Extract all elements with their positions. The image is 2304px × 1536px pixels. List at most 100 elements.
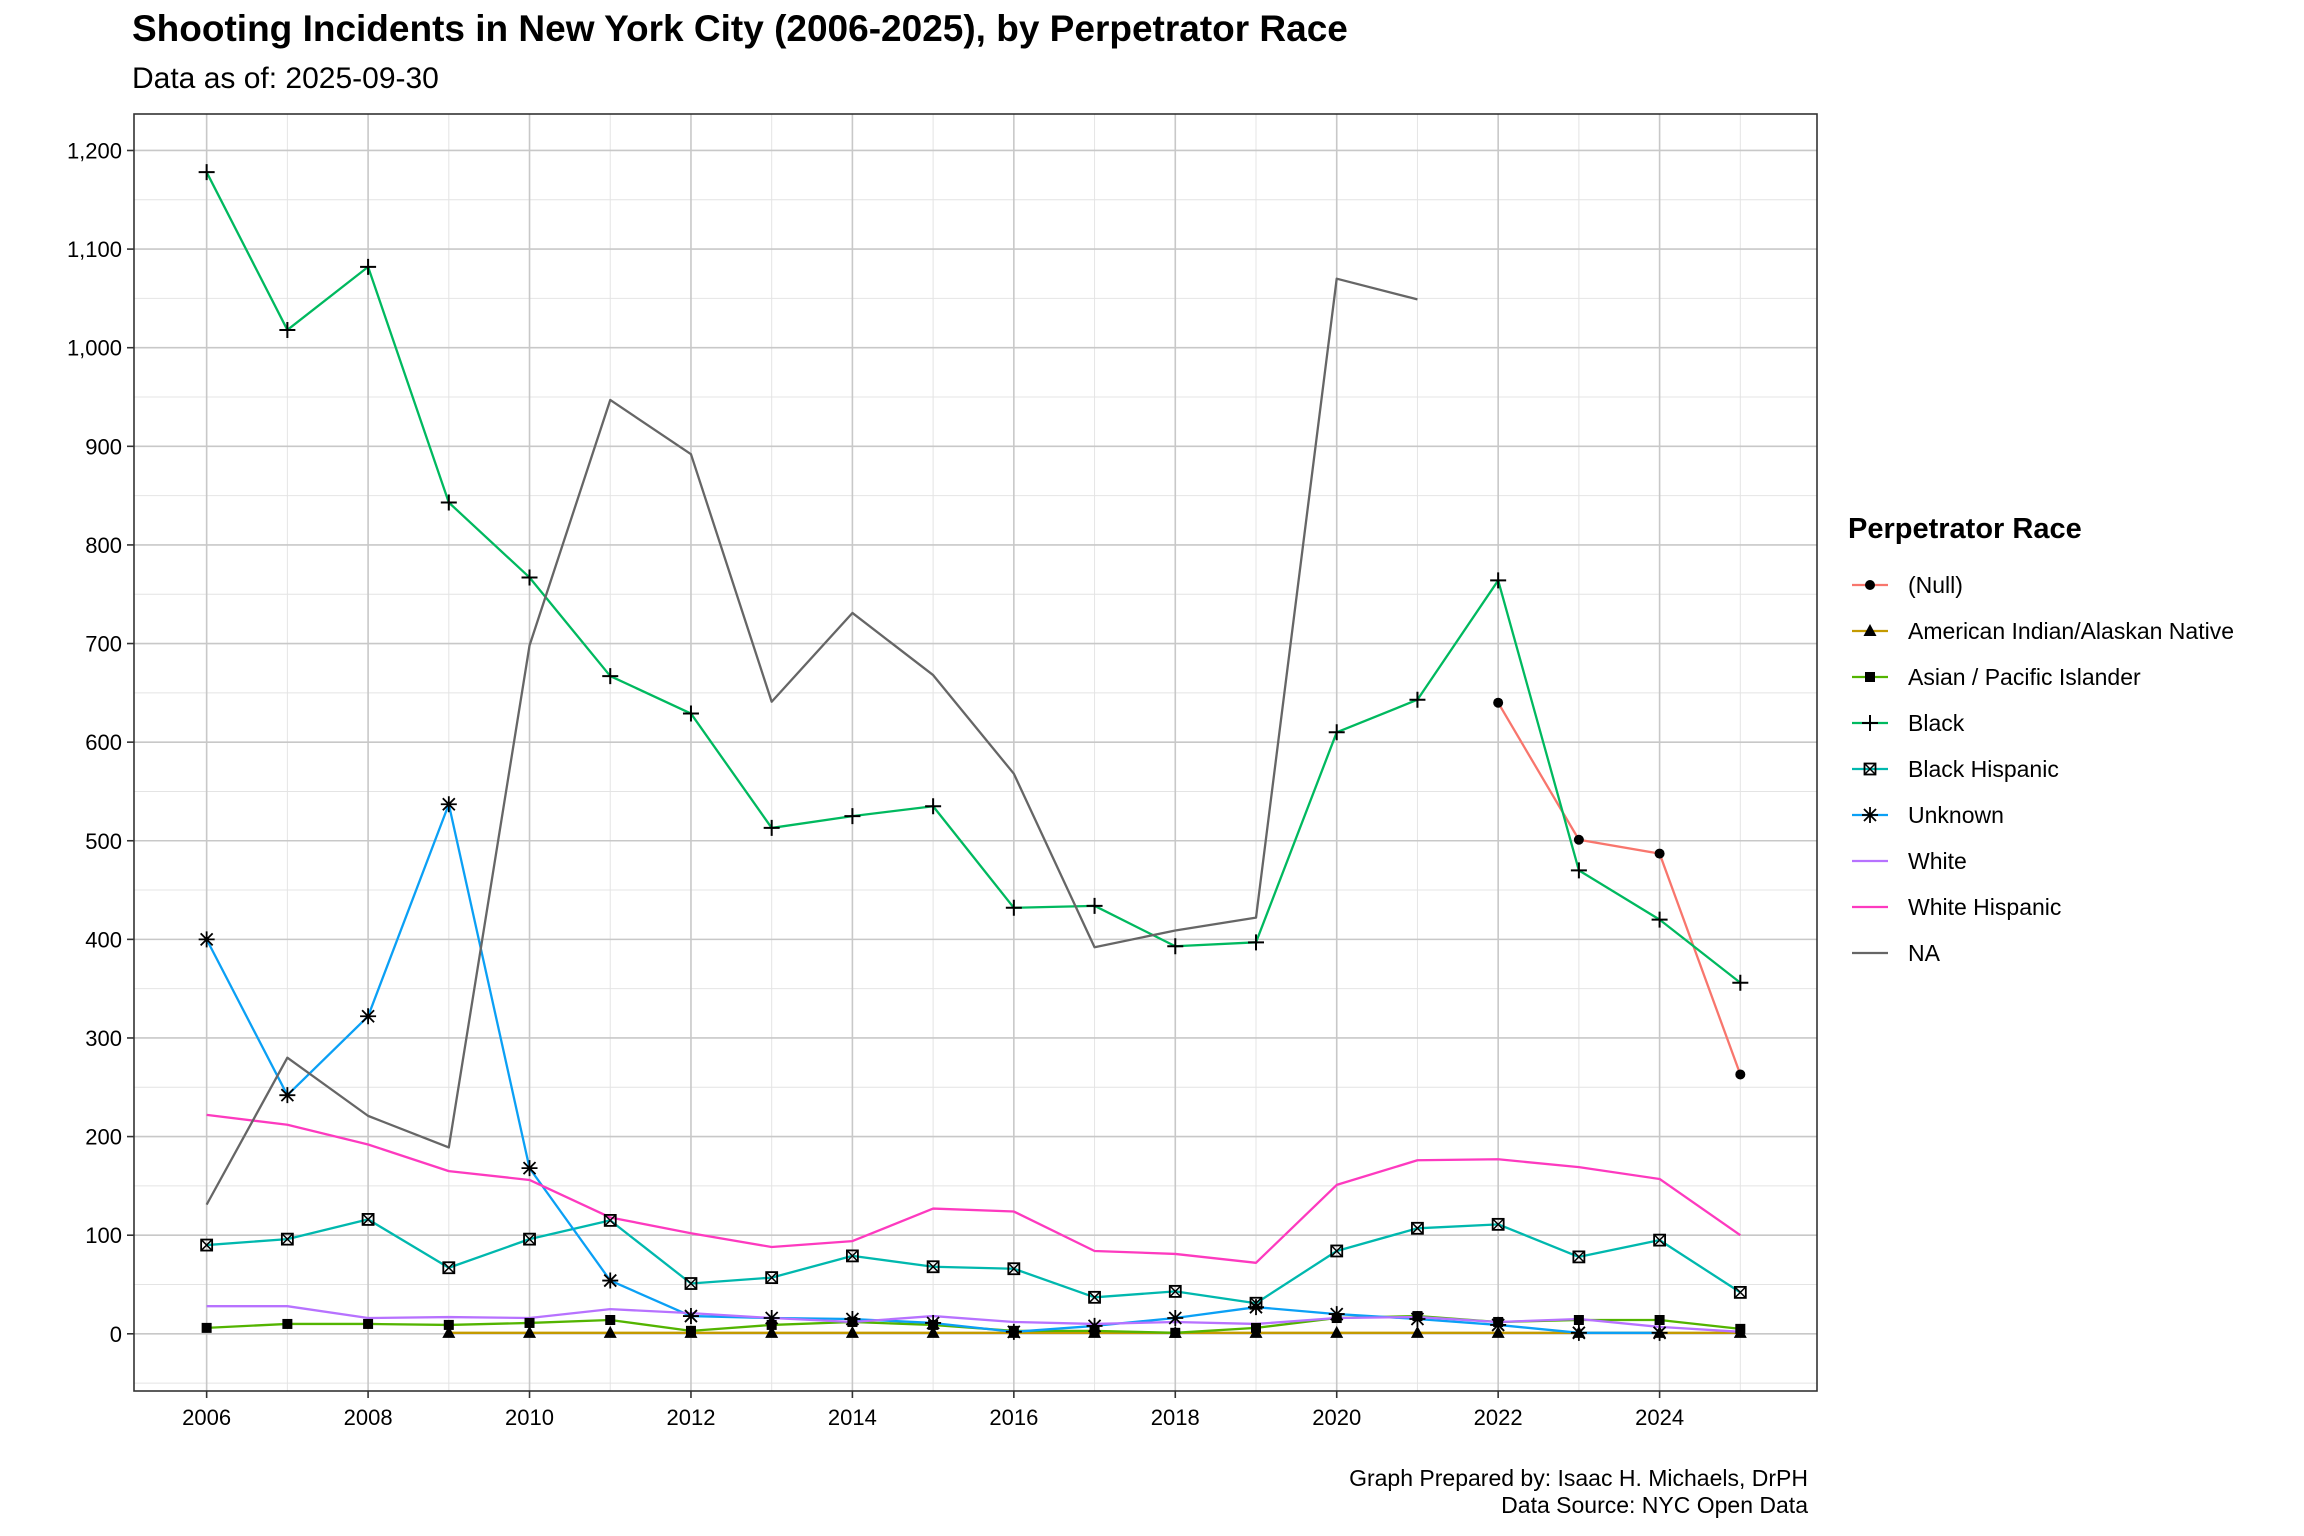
legend-key [1852,905,1888,909]
legend-label: Unknown [1908,801,2004,828]
series-line-black-hispanic [206,1218,1741,1305]
legend-marker [1865,580,1875,590]
data-point-american-indian-alaskan-native [523,1325,537,1338]
legend-item: NA [1848,930,2234,976]
x-tick-label: 2020 [1312,1405,1361,1430]
data-point-unknown [925,1314,942,1331]
data-point-unknown [360,1008,377,1025]
data-point-black-hispanic [926,1260,940,1274]
legend-key [1852,762,1888,776]
data-point-asian-pacific-islander [282,1318,293,1329]
data-point-black [925,798,942,815]
data-point-black-hispanic [765,1271,779,1284]
caption: Graph Prepared by: Isaac H. Michaels, Dr… [1349,1465,1808,1519]
legend-key [1852,580,1888,590]
legend-label: White [1908,847,1967,874]
y-tick-label: 200 [85,1125,122,1150]
chart-title: Shooting Incidents in New York City (200… [132,8,1348,49]
series-markers [198,164,1749,1341]
legend-label: (Null) [1908,571,1963,598]
series-line-white-hispanic [206,1113,1741,1264]
legend-key [1852,624,1888,636]
legend: Perpetrator Race (Null) American Indian/A… [1848,513,2234,976]
data-point-unknown [602,1272,619,1289]
x-tick-label: 2016 [989,1405,1038,1430]
data-point-black [521,569,538,586]
series-lines [205,171,1742,1334]
data-point-black-hispanic [280,1232,294,1246]
legend-label: Black [1908,709,1965,736]
data-point-unknown [1328,1306,1345,1323]
data-point-unknown [1409,1311,1426,1328]
data-point-american-indian-alaskan-native [603,1325,617,1338]
data-point-null [1654,848,1665,859]
y-tick-label: 600 [85,730,122,755]
data-point-unknown [763,1310,780,1327]
data-point-black [1570,862,1587,879]
legend-label: American Indian/Alaskan Native [1908,617,2234,644]
grid-lines [134,114,1817,1391]
legend-item: Unknown [1848,792,2234,838]
data-point-black-hispanic [684,1277,698,1290]
data-point-black [844,808,861,825]
legend-title: Perpetrator Race [1848,513,2082,545]
legend-item: White [1848,838,2234,884]
data-point-black [1248,934,1264,951]
legend-items: (Null) American Indian/Alaskan Native Asia… [1848,562,2234,976]
data-point-asian-pacific-islander [1573,1315,1584,1326]
data-point-black-hispanic [361,1213,375,1226]
data-point-black-hispanic [846,1249,859,1263]
legend-marker [1862,715,1878,731]
data-point-black [198,164,215,181]
data-point-unknown [1490,1316,1507,1333]
data-point-asian-pacific-islander [1735,1323,1746,1334]
legend-item: Asian / Pacific Islander [1848,654,2234,700]
data-point-black-hispanic [1330,1244,1344,1258]
x-tick-label: 2014 [828,1405,877,1430]
data-point-unknown [682,1308,699,1325]
data-point-unknown [1167,1310,1184,1327]
x-tick-label: 2008 [344,1405,393,1430]
data-point-black [1409,691,1426,708]
x-tick-label: 2022 [1474,1405,1523,1430]
data-point-null [1735,1069,1746,1080]
data-point-black-hispanic [1733,1285,1747,1299]
legend-key [1852,859,1888,863]
legend-item: White Hispanic [1848,884,2234,930]
data-point-american-indian-alaskan-native [1410,1325,1424,1338]
data-point-asian-pacific-islander [605,1315,616,1326]
y-tick-label: 1,200 [67,138,122,163]
x-tick-label: 2012 [666,1405,715,1430]
legend-item: Black Hispanic [1848,746,2234,792]
x-tick-label: 2010 [505,1405,554,1430]
series-line-null [1497,702,1742,1075]
data-point-black-hispanic [1411,1221,1424,1235]
chart-subtitle: Data as of: 2025-09-30 [132,62,439,95]
data-point-black-hispanic [1007,1262,1021,1276]
data-point-unknown [1248,1299,1264,1316]
legend-marker [1863,762,1877,776]
caption-data-source: Data Source: NYC Open Data [1501,1492,1808,1518]
data-point-black [763,819,780,836]
data-point-black-hispanic [1088,1290,1101,1304]
data-point-asian-pacific-islander [1251,1322,1261,1333]
legend-item: (Null) [1848,562,2234,608]
data-point-american-indian-alaskan-native [1330,1325,1344,1338]
legend-label: NA [1908,939,1940,966]
data-point-american-indian-alaskan-native [765,1325,779,1338]
legend-key [1852,672,1888,682]
data-point-black [440,494,457,511]
legend-label: Black Hispanic [1908,755,2059,782]
data-point-black [1490,572,1507,589]
series-line-black [205,171,1742,984]
y-tick-label: 500 [85,829,122,854]
legend-marker [1863,624,1877,636]
data-point-asian-pacific-islander [1654,1315,1665,1326]
y-tick-label: 800 [85,533,122,558]
data-point-black-hispanic [523,1232,536,1246]
data-point-black [1732,974,1749,991]
data-point-black [602,668,619,685]
y-tick-label: 700 [85,632,122,657]
data-point-null [1493,697,1504,708]
